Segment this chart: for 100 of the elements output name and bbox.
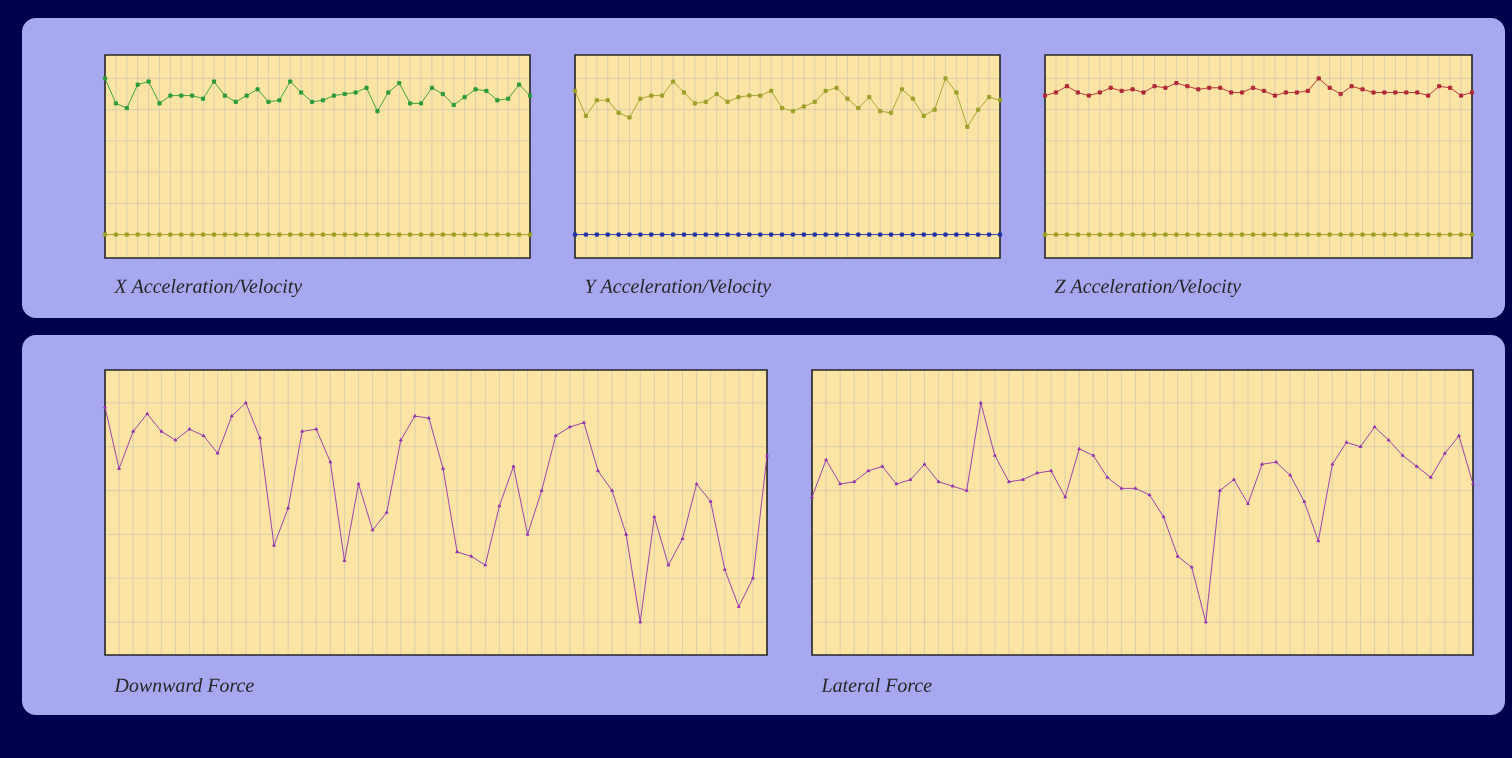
point	[146, 79, 151, 84]
point	[921, 232, 926, 237]
point	[921, 113, 926, 118]
point	[780, 106, 785, 111]
point	[1130, 232, 1135, 237]
point	[997, 232, 1003, 237]
point	[747, 232, 752, 237]
point	[277, 98, 282, 103]
point	[567, 424, 572, 429]
point	[932, 232, 937, 237]
point	[1330, 462, 1335, 466]
point	[1175, 554, 1180, 558]
point	[168, 93, 173, 98]
point	[1240, 232, 1245, 237]
point	[215, 451, 220, 455]
point	[370, 527, 375, 532]
point	[135, 232, 140, 237]
point	[878, 232, 883, 237]
point	[1404, 90, 1409, 95]
point	[300, 429, 305, 433]
point	[714, 232, 719, 237]
point	[708, 499, 713, 503]
point	[838, 481, 842, 486]
point	[473, 232, 478, 237]
point	[1207, 232, 1212, 237]
point	[179, 232, 184, 237]
point	[987, 232, 992, 237]
point	[649, 232, 654, 237]
point	[856, 106, 861, 111]
point	[976, 232, 981, 237]
point	[736, 95, 741, 100]
point	[517, 82, 522, 87]
point	[703, 232, 708, 237]
point	[1382, 90, 1387, 95]
point	[1152, 232, 1157, 237]
point	[1174, 232, 1179, 237]
point	[342, 232, 347, 237]
point	[511, 464, 516, 468]
point	[102, 232, 108, 237]
point	[680, 536, 685, 541]
point	[703, 99, 708, 104]
point	[102, 76, 108, 81]
point	[866, 468, 871, 473]
point	[1042, 93, 1048, 98]
point	[1105, 475, 1110, 479]
point	[506, 232, 511, 237]
point	[954, 232, 959, 237]
point	[1063, 495, 1067, 499]
point	[1203, 620, 1208, 624]
point	[605, 98, 610, 103]
point	[244, 400, 248, 405]
point	[616, 232, 621, 237]
point	[266, 99, 271, 104]
point	[495, 98, 500, 103]
point	[103, 405, 107, 409]
point	[812, 99, 817, 104]
point	[1469, 232, 1475, 237]
point	[616, 110, 621, 115]
point	[1404, 232, 1409, 237]
point	[1457, 433, 1461, 438]
point	[1091, 453, 1096, 457]
point	[1344, 440, 1349, 444]
point	[353, 90, 358, 95]
point	[660, 232, 665, 237]
point	[1053, 232, 1058, 237]
point	[1459, 232, 1464, 237]
point	[790, 232, 795, 237]
point	[233, 99, 238, 104]
point	[1218, 85, 1223, 90]
point	[157, 232, 162, 237]
point	[1021, 477, 1025, 481]
point	[638, 96, 643, 101]
point	[418, 101, 424, 106]
point	[1459, 93, 1464, 98]
point	[484, 88, 489, 93]
point	[1316, 232, 1321, 237]
point	[1147, 492, 1152, 497]
point	[812, 232, 817, 237]
point	[681, 232, 687, 237]
point	[451, 232, 456, 237]
point	[1272, 232, 1277, 237]
point	[583, 113, 588, 118]
point	[1400, 453, 1405, 457]
point	[681, 90, 687, 95]
point	[1283, 232, 1288, 237]
point	[272, 543, 276, 547]
point	[1174, 81, 1179, 86]
point	[413, 413, 417, 418]
point	[328, 460, 333, 464]
point	[1338, 232, 1343, 237]
point	[1429, 475, 1433, 479]
point	[1108, 232, 1113, 237]
point	[1469, 90, 1475, 95]
point	[229, 413, 234, 418]
point	[1229, 232, 1234, 237]
point	[1119, 232, 1124, 237]
point	[1316, 538, 1321, 543]
point	[517, 232, 522, 237]
point	[1163, 85, 1168, 90]
point	[736, 232, 741, 237]
